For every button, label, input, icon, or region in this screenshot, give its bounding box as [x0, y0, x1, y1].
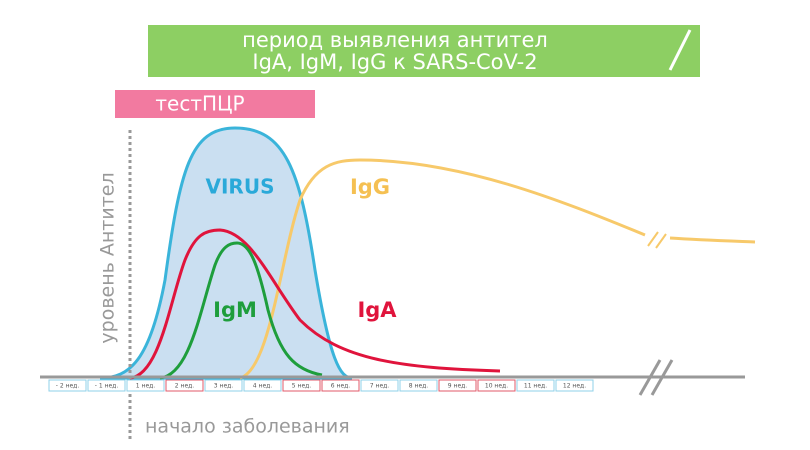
week-label: 4 нед.	[253, 383, 272, 390]
igm-label: IgM	[213, 298, 257, 322]
week-box	[126, 379, 165, 392]
week-label: 6 нед.	[331, 383, 350, 390]
week-label: - 1 нед.	[95, 383, 119, 390]
x-axis-label: начало заболевания	[145, 416, 350, 438]
iga-label: IgA	[357, 298, 397, 322]
banner	[148, 25, 700, 77]
week-label: 2 нед.	[175, 383, 194, 390]
y-axis-label: уровень Антител	[97, 172, 119, 343]
week-label: 12 нед.	[563, 383, 586, 390]
igg-break	[647, 231, 659, 247]
week-box	[477, 379, 516, 392]
virus-label: VIRUS	[206, 175, 275, 199]
week-box	[399, 379, 438, 392]
week-label: 1 нед.	[136, 383, 155, 390]
pcr-banner	[115, 90, 315, 118]
igg-curve-tail	[669, 236, 756, 244]
virus-curve	[99, 126, 353, 380]
igm-curve	[159, 241, 323, 380]
week-label: - 2 нед.	[56, 383, 80, 390]
banner-line2: IgA, IgM, IgG к SARS-CoV-2	[252, 50, 537, 74]
week-box	[321, 379, 360, 392]
week-box	[555, 379, 594, 392]
week-label: 8 нед.	[409, 383, 428, 390]
week-box	[48, 379, 87, 392]
pcr-label: тестПЦР	[155, 92, 244, 116]
iga-curve	[129, 228, 501, 380]
week-label: 9 нед.	[448, 383, 467, 390]
week-box	[204, 379, 243, 392]
week-box	[87, 379, 126, 392]
week-box	[516, 379, 555, 392]
week-label: 3 нед.	[214, 383, 233, 390]
axis-break	[650, 359, 674, 396]
igg-curve	[239, 158, 646, 380]
igg-label: IgG	[350, 175, 390, 199]
banner-line1: период выявления антител	[242, 28, 548, 52]
week-label: 7 нед.	[370, 383, 389, 390]
week-label: 5 нед.	[292, 383, 311, 390]
week-box	[243, 379, 282, 392]
week-label: 10 нед.	[485, 383, 508, 390]
igg-break	[655, 233, 667, 249]
week-box	[282, 379, 321, 392]
week-box	[165, 379, 204, 392]
week-box	[438, 379, 477, 392]
week-box	[360, 379, 399, 392]
week-label: 11 нед.	[524, 383, 547, 390]
week-row: - 2 нед. - 1 нед. 1 нед. 2 нед. 3 нед. 4 нед.…	[48, 379, 594, 392]
banner-break	[668, 29, 692, 71]
axis-break	[638, 359, 662, 396]
